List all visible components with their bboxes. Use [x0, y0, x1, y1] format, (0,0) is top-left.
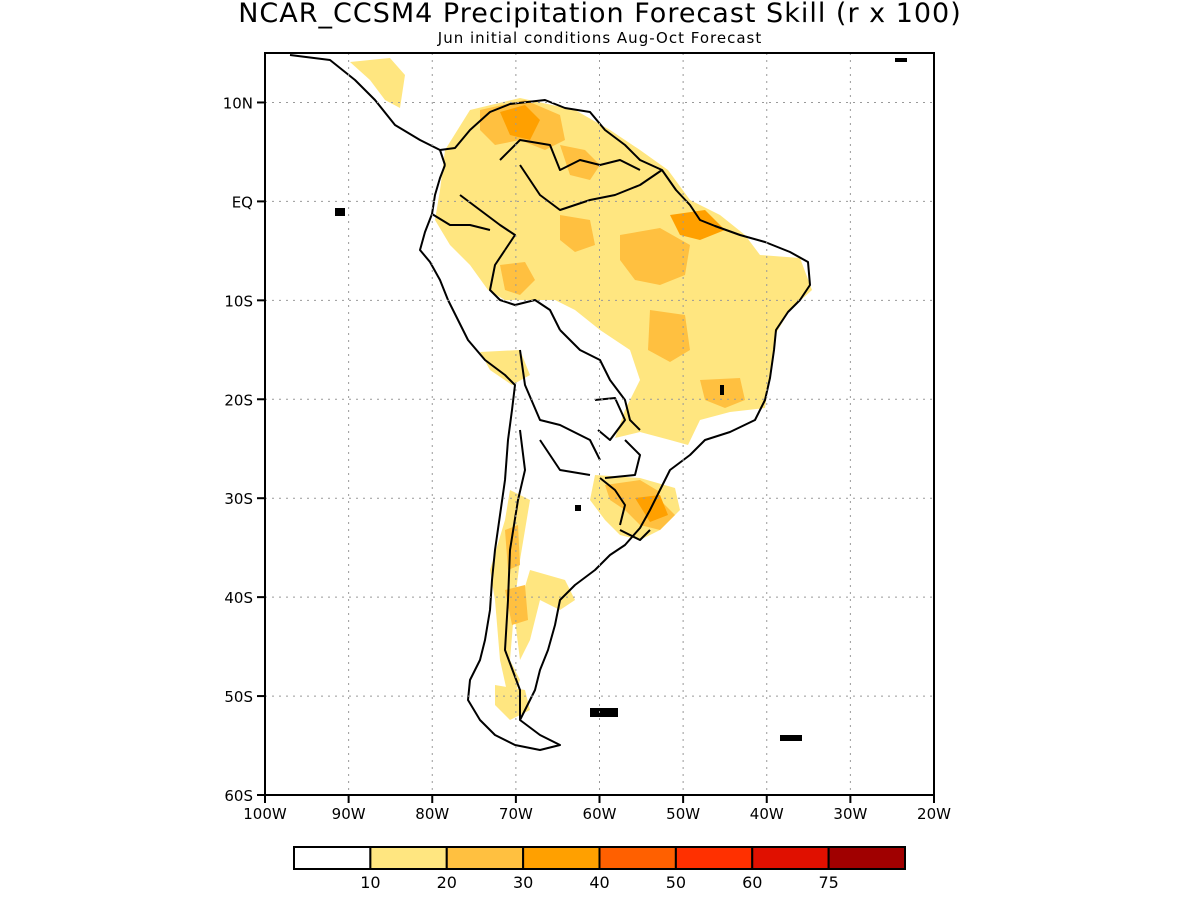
colorbar: 10 20 30 40 50 60 75	[293, 846, 906, 892]
lat-tick-label: 40S	[224, 589, 253, 607]
lon-tick-label: 30W	[833, 805, 867, 823]
map-gridlines	[265, 53, 934, 795]
colorbar-swatch	[522, 846, 601, 870]
colorbar-label: 60	[742, 873, 762, 892]
lon-tick-label: 80W	[415, 805, 449, 823]
colorbar-swatch	[827, 846, 906, 870]
islands	[335, 58, 907, 741]
lon-tick-label: 50W	[666, 805, 700, 823]
colorbar-label: 20	[437, 873, 457, 892]
lon-tick-label: 100W	[243, 805, 287, 823]
map-area	[289, 54, 907, 751]
map-title: NCAR_CCSM4 Precipitation Forecast Skill …	[238, 0, 962, 29]
lat-tick-label: EQ	[232, 193, 253, 211]
colorbar-label: 40	[589, 873, 609, 892]
colorbar-label: 30	[513, 873, 533, 892]
colorbar-label: 10	[360, 873, 380, 892]
lat-tick-label: 10N	[223, 94, 253, 112]
colorbar-swatch	[445, 846, 525, 870]
map-subtitle: Jun initial conditions Aug-Oct Forecast	[437, 29, 763, 47]
lon-tick-label: 20W	[917, 805, 951, 823]
skill-shading-30-40	[500, 105, 725, 522]
colorbar-swatch	[293, 846, 372, 870]
colorbar-swatch	[598, 846, 677, 870]
lon-tick-label: 90W	[332, 805, 366, 823]
lat-tick-label: 20S	[224, 391, 253, 409]
lon-tick-label: 60W	[583, 805, 617, 823]
colorbar-label: 50	[666, 873, 686, 892]
colorbar-swatch	[751, 846, 830, 870]
colorbar-label: 75	[818, 873, 838, 892]
lat-tick-label: 30S	[224, 490, 253, 508]
colorbar-swatch	[369, 846, 448, 870]
lat-tick-label: 60S	[224, 787, 253, 805]
lat-tick-label: 50S	[224, 688, 253, 706]
lon-tick-label: 40W	[750, 805, 784, 823]
lon-tick-label: 70W	[499, 805, 533, 823]
lat-tick-label: 10S	[224, 292, 253, 310]
colorbar-swatch	[674, 846, 754, 870]
